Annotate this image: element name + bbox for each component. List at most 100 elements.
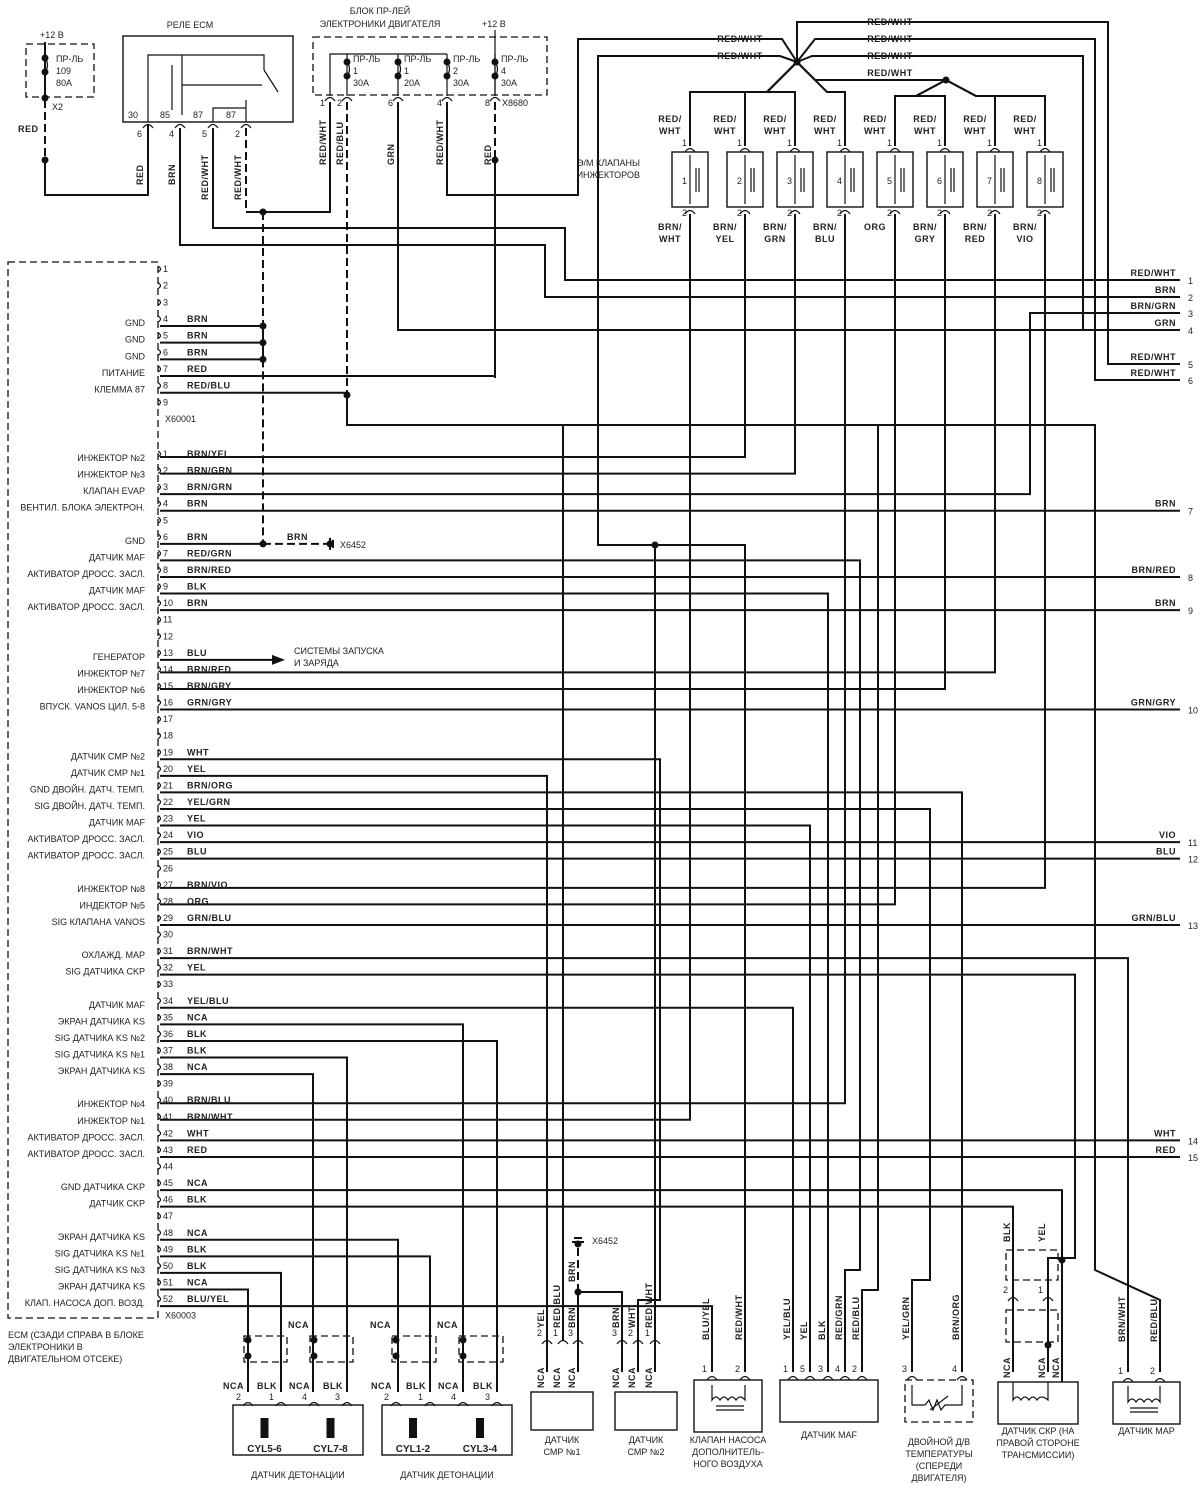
ecm-pin-terminal bbox=[157, 616, 162, 624]
splice-dot bbox=[443, 72, 451, 80]
fuse-number: 2 bbox=[453, 66, 458, 76]
ecm-pin-terminal bbox=[157, 549, 162, 557]
wire-label: BLU bbox=[187, 847, 207, 857]
ckp-caption: ПРАВОЙ СТОРОНЕ bbox=[996, 1437, 1079, 1448]
wire-to-sensor bbox=[160, 1189, 1063, 1372]
connector-terminal-icon bbox=[989, 147, 1001, 153]
injector-coil-icon bbox=[1044, 155, 1055, 204]
wire-label: BRN bbox=[1155, 598, 1176, 608]
sensor-pin: 2 bbox=[628, 1328, 633, 1338]
ecm-pin-number: 23 bbox=[163, 814, 173, 824]
wire-label: WHT bbox=[764, 126, 786, 136]
connector-terminal-icon bbox=[839, 1375, 851, 1381]
wire-redblu-bus bbox=[346, 395, 1161, 1372]
wire-label: RED/ bbox=[763, 114, 787, 124]
wire-label: YEL bbox=[187, 963, 206, 973]
injector-number: 8 bbox=[1037, 176, 1042, 186]
ecm-pin-label: ИНЖЕКТОР №6 bbox=[77, 685, 145, 695]
connector-terminal-icon bbox=[804, 1375, 816, 1381]
wire-label: RED/WHT bbox=[867, 17, 913, 27]
wire-to-sensor bbox=[160, 791, 963, 1372]
ecm-pin-terminal bbox=[157, 483, 162, 491]
fuse-label: ПР-ЛЬ bbox=[501, 54, 528, 64]
wire-redwht-bus bbox=[796, 21, 1180, 365]
ecm-pin-label: ЭКРАН ДАТЧИКА KS bbox=[58, 1282, 145, 1292]
connector-terminal-icon bbox=[1007, 1296, 1019, 1302]
ecm-pin-number: 41 bbox=[163, 1112, 173, 1122]
ecm-pin-terminal bbox=[157, 1146, 162, 1154]
wire-label: YEL bbox=[187, 764, 206, 774]
wire-label: RED/WHT bbox=[734, 1295, 744, 1341]
injector-pin: 2 bbox=[1037, 208, 1042, 218]
wire-label: NCA bbox=[627, 1367, 637, 1388]
wire-label: GRN bbox=[764, 234, 786, 244]
splice-dot bbox=[394, 72, 402, 80]
air_pump_valve-caption: НОГО ВОЗДУХА bbox=[693, 1459, 762, 1469]
wire-label: RED/WHT bbox=[233, 155, 243, 201]
splice-dot bbox=[326, 540, 334, 548]
wire-label: WHT bbox=[814, 126, 836, 136]
ecm-pin-number: 34 bbox=[163, 996, 173, 1006]
ecm-caption: ECM (СЗАДИ СПРАВА В БЛОКЕ bbox=[8, 1330, 144, 1340]
wire-label: BRN/YEL bbox=[187, 449, 230, 459]
wire-to-sensor bbox=[160, 807, 931, 1372]
injectors-title: Э/М КЛАПАНЫ bbox=[577, 158, 640, 168]
wire-label: NCA bbox=[187, 1062, 208, 1072]
ecm-box bbox=[7, 261, 159, 1319]
ecm-pin-number: 51 bbox=[163, 1278, 173, 1288]
wire-injector-control bbox=[160, 214, 896, 906]
ecm-pin-number: 30 bbox=[163, 930, 173, 940]
fuse-label: 109 bbox=[56, 66, 71, 76]
connector-terminal-icon bbox=[684, 147, 696, 153]
right-connector-number: 7 bbox=[1188, 507, 1193, 517]
relay-terminal-number: 87 bbox=[193, 110, 203, 120]
knock-shield bbox=[458, 1335, 504, 1363]
injector-pin: 1 bbox=[987, 138, 992, 148]
thermistor-icon bbox=[911, 1385, 963, 1412]
ecm-pin-terminal bbox=[157, 332, 162, 340]
wire-label: NCA bbox=[187, 1012, 208, 1022]
wire-to-sensor bbox=[160, 824, 811, 1372]
injector-pin: 1 bbox=[1037, 138, 1042, 148]
ecm-pin-number: 29 bbox=[163, 913, 173, 923]
ecm-pin-terminal bbox=[157, 765, 162, 773]
cmp2-caption: ДАТЧИК bbox=[629, 1435, 664, 1445]
wire-label: RED/BLU bbox=[552, 1285, 562, 1329]
wire-injector-control bbox=[160, 214, 796, 475]
ecm-pin-number: 48 bbox=[163, 1228, 173, 1238]
wire-label: NCA bbox=[536, 1367, 546, 1388]
ecm-pin-label: ОХЛАЖД. MAP bbox=[82, 950, 145, 960]
wire-label: BRN/ bbox=[763, 222, 787, 232]
wire-label: GRN bbox=[1155, 318, 1177, 328]
ecm-pin-label: SIG КЛАПАНА VANOS bbox=[52, 917, 145, 927]
temp-caption: ДВИГАТЕЛЯ) bbox=[911, 1473, 966, 1483]
ecm-pin-terminal bbox=[157, 1278, 162, 1287]
relay-block-pin: 1 bbox=[320, 98, 325, 108]
splice-dot bbox=[343, 72, 351, 80]
wire-label: NCA bbox=[552, 1367, 562, 1388]
wire-label: RED/ bbox=[913, 114, 937, 124]
relay-block-title: БЛОК ПР-ЛЕЙ bbox=[350, 5, 410, 16]
wire-label: BLK bbox=[187, 1261, 207, 1271]
wire-label: NCA bbox=[187, 1278, 208, 1288]
wire-label: RED/ bbox=[658, 114, 682, 124]
wire-label: WHT bbox=[1014, 126, 1036, 136]
wire-label: RED/ bbox=[1013, 114, 1037, 124]
ecm-pin-terminal bbox=[157, 980, 162, 988]
right-connector-number: 9 bbox=[1188, 606, 1193, 616]
ecm-pin-label: ИНЖЕКТОР №8 bbox=[77, 884, 145, 894]
wire-label: BLU bbox=[187, 648, 207, 658]
fuse-number: 4 bbox=[501, 66, 506, 76]
sensor-pin: 3 bbox=[335, 1392, 340, 1402]
wire-label: GRN/BLU bbox=[1132, 913, 1177, 923]
sensor-pin: 3 bbox=[902, 1364, 907, 1374]
wire-redwht-relay87 bbox=[212, 128, 1180, 281]
wire-label: BRN bbox=[187, 499, 208, 509]
wire-label: YEL bbox=[1037, 1223, 1047, 1242]
piezo-element-icon bbox=[476, 1418, 484, 1438]
splice-dot bbox=[41, 94, 49, 102]
connector-terminal-icon bbox=[789, 147, 801, 153]
wire-label: NCA bbox=[1002, 1357, 1012, 1378]
ecm-pin-number: 4 bbox=[163, 499, 168, 509]
